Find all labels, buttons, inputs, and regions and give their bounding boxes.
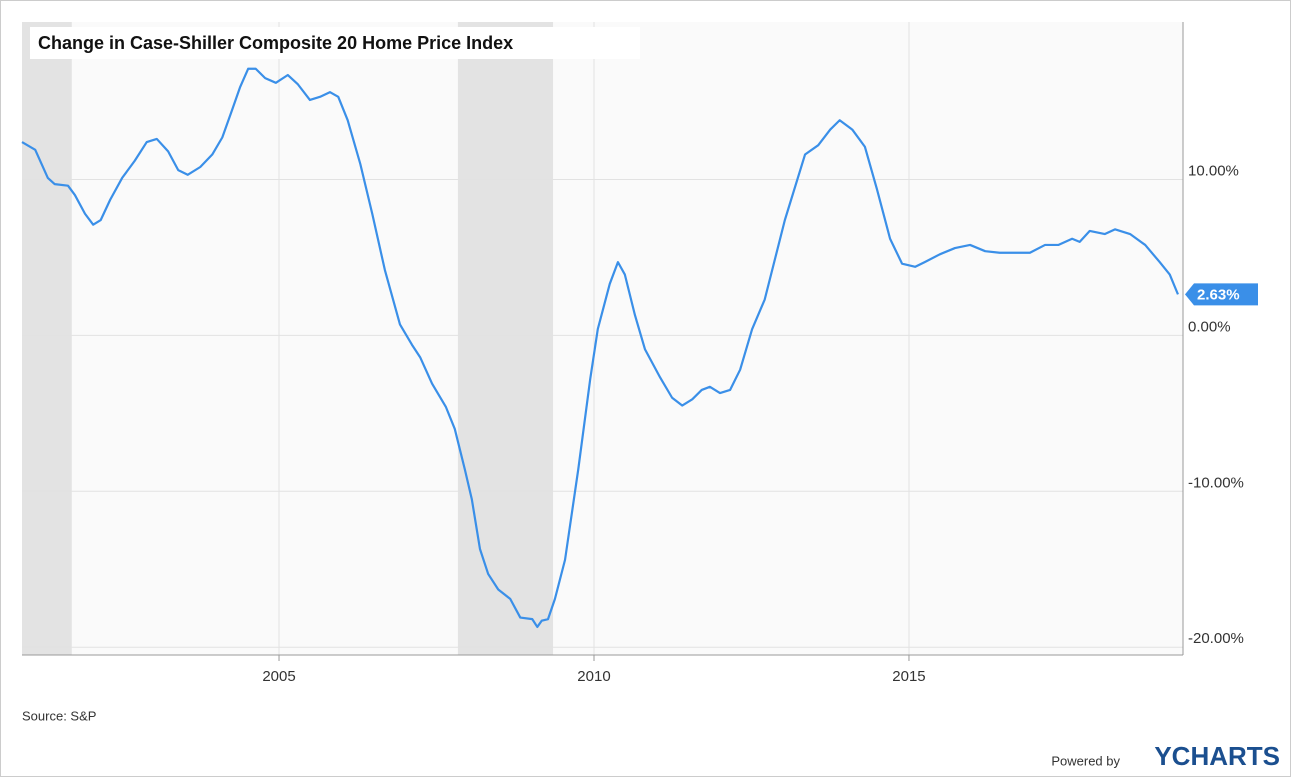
- plot-background: [22, 22, 1183, 655]
- y-tick-label: 10.00%: [1188, 162, 1239, 179]
- x-tick-label: 2015: [892, 668, 925, 685]
- chart-title: Change in Case-Shiller Composite 20 Home…: [38, 33, 513, 53]
- x-tick-label: 2010: [577, 668, 610, 685]
- recession-band: [457, 22, 554, 655]
- recession-band: [22, 22, 72, 655]
- series-line: [21, 67, 1179, 629]
- y-tick-label: 0.00%: [1188, 318, 1231, 335]
- source: Source: S&P: [22, 708, 96, 723]
- branding-prefix: Powered by: [1051, 753, 1120, 768]
- y-tick-label: -20.00%: [1188, 630, 1244, 647]
- y-tick-label: -10.00%: [1188, 474, 1244, 491]
- end-value-tag: [1185, 283, 1258, 306]
- end-value-label: 2.63%: [1197, 286, 1240, 303]
- title-box: [30, 27, 640, 59]
- x-tick-label: 2005: [262, 668, 295, 685]
- branding-name: YCHARTS: [1154, 741, 1280, 771]
